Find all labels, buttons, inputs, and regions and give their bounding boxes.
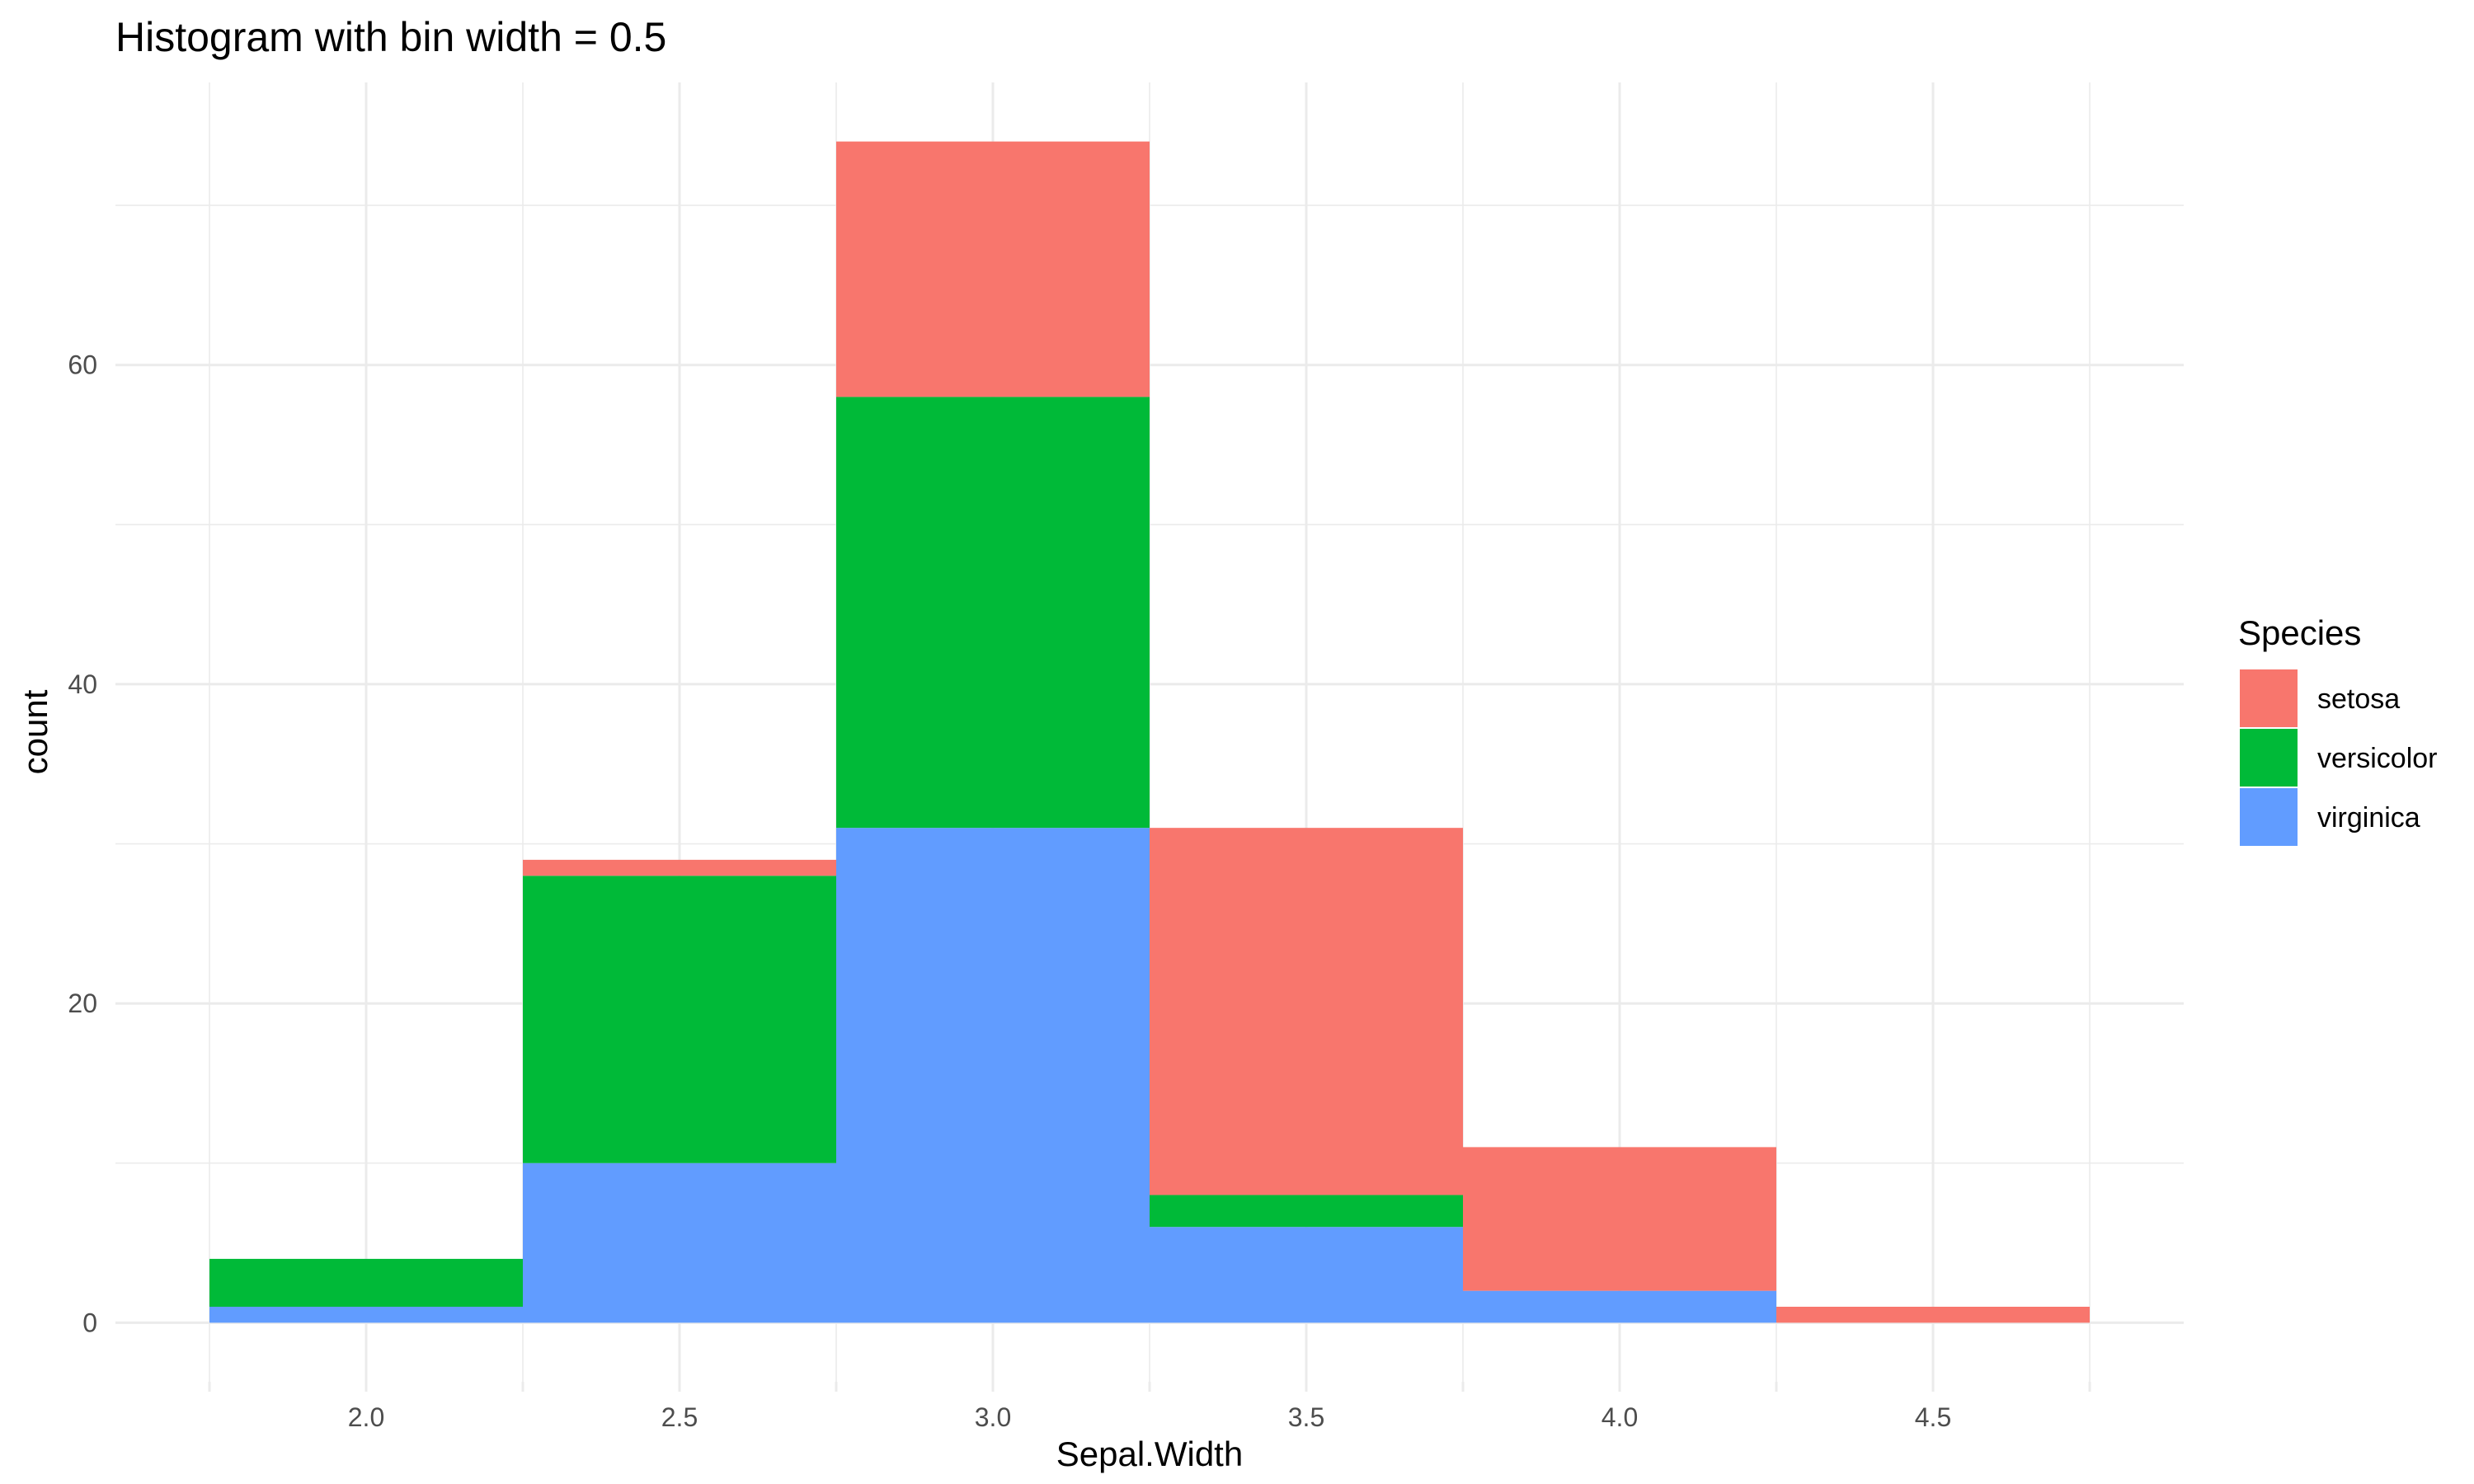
bar-virginica-4 <box>1463 1290 1776 1323</box>
legend-swatch-versicolor <box>2240 729 2298 787</box>
bar-setosa-3 <box>836 141 1150 397</box>
bars <box>209 141 2090 1323</box>
y-tick-label: 60 <box>68 350 97 380</box>
bar-versicolor-3 <box>836 397 1150 829</box>
legend-swatch-virginica <box>2240 788 2298 846</box>
bar-versicolor-2.5 <box>523 876 836 1163</box>
legend-label-versicolor: versicolor <box>2317 743 2437 774</box>
bar-virginica-2 <box>209 1307 523 1323</box>
bar-virginica-3.5 <box>1150 1227 1463 1323</box>
x-tick-label: 4.5 <box>1915 1402 1951 1432</box>
legend-label-setosa: setosa <box>2317 683 2400 715</box>
x-tick-label: 4.0 <box>1602 1402 1638 1432</box>
legend-title: Species <box>2238 613 2361 652</box>
bar-virginica-2.5 <box>523 1162 836 1323</box>
bar-setosa-2.5 <box>523 859 836 876</box>
y-tick-label: 20 <box>68 989 97 1018</box>
legend: Species setosa versicolor virginica <box>2238 613 2437 846</box>
bar-versicolor-3.5 <box>1150 1195 1463 1228</box>
x-axis-ticks: 2.0 2.5 3.0 3.5 4.0 4.5 <box>208 1382 2091 1432</box>
x-axis-title: Sepal.Width <box>1056 1435 1243 1473</box>
y-tick-label: 0 <box>82 1308 97 1337</box>
chart-title: Histogram with bin width = 0.5 <box>115 14 666 60</box>
bar-setosa-4.5 <box>1776 1307 2090 1323</box>
x-tick-label: 2.0 <box>348 1402 384 1432</box>
y-tick-label: 40 <box>68 669 97 699</box>
legend-label-virginica: virginica <box>2317 802 2420 834</box>
bar-versicolor-2 <box>209 1258 523 1308</box>
x-tick-label: 3.0 <box>975 1402 1011 1432</box>
y-axis-ticks: 0 20 40 60 <box>68 350 97 1338</box>
x-tick-label: 3.5 <box>1288 1402 1324 1432</box>
bar-virginica-3 <box>836 828 1150 1323</box>
bar-setosa-3.5 <box>1150 828 1463 1195</box>
x-tick-label: 2.5 <box>661 1402 698 1432</box>
y-axis-title: count <box>16 689 54 774</box>
bar-setosa-4 <box>1463 1147 1776 1291</box>
legend-swatch-setosa <box>2240 669 2298 727</box>
